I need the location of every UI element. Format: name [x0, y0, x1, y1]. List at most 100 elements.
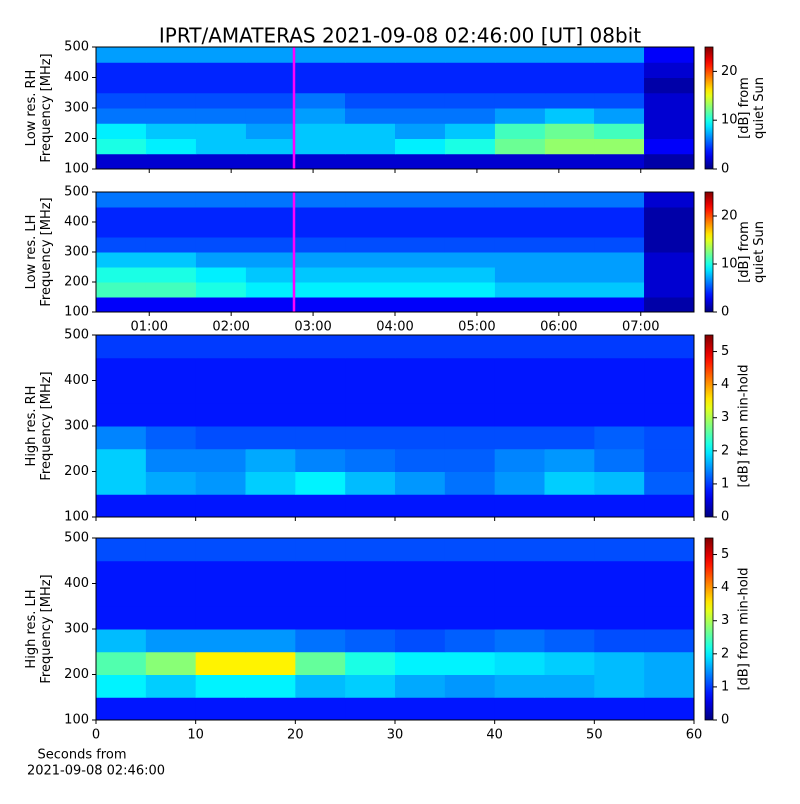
heatmap-cell: [295, 123, 346, 139]
heatmap-cell: [195, 335, 246, 359]
heatmap-cell: [494, 222, 546, 238]
heatmap-cell: [544, 380, 595, 404]
heatmap-cell: [544, 471, 595, 495]
heatmap-cell: [195, 192, 247, 208]
heatmap-cell: [644, 123, 695, 139]
heatmap-cell: [395, 297, 446, 313]
heatmap-cell: [345, 560, 396, 584]
heatmap-cell: [544, 267, 595, 283]
heatmap-cell: [245, 403, 296, 427]
colorbar-tick-label: 20: [721, 64, 738, 79]
heatmap-cell: [195, 282, 247, 298]
y-tick-label: 200: [64, 275, 89, 290]
heatmap-cell: [145, 357, 197, 381]
heatmap-cell: [494, 538, 545, 562]
heatmap-cell: [195, 403, 246, 427]
heatmap-cell: [594, 426, 645, 450]
heatmap-cell: [444, 123, 496, 139]
heatmap-cell: [544, 207, 595, 223]
heatmap-cell: [395, 560, 446, 584]
heatmap-cell: [395, 237, 446, 253]
heatmap-cell: [195, 426, 246, 450]
heatmap-cell: [145, 426, 197, 450]
heatmap-cell: [195, 123, 247, 139]
heatmap-cell: [594, 471, 645, 495]
heatmap-cell: [345, 77, 396, 94]
heatmap-cell: [195, 62, 247, 78]
heatmap-cell: [494, 426, 545, 450]
heatmap-cell: [444, 267, 496, 283]
heatmap-cell: [195, 674, 246, 698]
y-tick-label: 100: [64, 713, 89, 728]
heatmap-cell: [96, 357, 147, 381]
heatmap-cell: [295, 629, 346, 653]
y-tick-label: 200: [64, 131, 89, 146]
heatmap-cell: [145, 380, 197, 404]
heatmap-cell: [544, 560, 595, 584]
colorbar-tick-label: 4: [721, 580, 729, 595]
heatmap-cell: [395, 403, 446, 427]
heatmap-cell: [195, 606, 246, 630]
heatmap-cell: [444, 92, 496, 109]
heatmap-cell: [345, 538, 396, 562]
heatmap-cell: [295, 380, 346, 404]
heatmap-cell: [96, 426, 147, 450]
heatmap-cell: [345, 282, 396, 298]
heatmap-cell: [494, 674, 545, 698]
heatmap-cell: [594, 629, 645, 653]
x-tick-label: 05:00: [458, 320, 495, 335]
heatmap-cell: [345, 123, 396, 139]
heatmap-cell: [444, 252, 496, 268]
heatmap-cell: [195, 108, 247, 124]
y-tick-label: 300: [64, 245, 89, 260]
heatmap-cell: [295, 153, 346, 170]
heatmap-cell: [494, 297, 546, 313]
y-axis-label: Low res. RH: [24, 70, 39, 147]
heatmap-cell: [245, 538, 296, 562]
x-tick-label: 10: [187, 728, 204, 743]
heatmap-cell: [444, 138, 496, 155]
heatmap-cell: [145, 606, 197, 630]
heatmap-cell: [395, 606, 446, 630]
heatmap-cell: [594, 192, 645, 208]
heatmap-cell: [494, 192, 546, 208]
heatmap-cell: [494, 697, 545, 721]
heatmap-cell: [245, 267, 296, 283]
heatmap-cell: [594, 62, 645, 78]
heatmap-cell: [644, 426, 695, 450]
heatmap-cell: [644, 138, 695, 155]
y-axis-label: Low res. LH: [24, 215, 39, 290]
heatmap-cell: [494, 629, 545, 653]
heatmap-cell: [395, 629, 446, 653]
heatmap-cell: [644, 92, 695, 109]
heatmap-cell: [544, 222, 595, 238]
heatmap-cell: [295, 222, 346, 238]
heatmap-cell: [96, 77, 147, 94]
heatmap-cell: [444, 380, 496, 404]
x-tick-label: 30: [387, 728, 404, 743]
heatmap-cell: [544, 237, 595, 253]
heatmap-cell: [644, 494, 695, 518]
heatmap-cell: [544, 697, 595, 721]
heatmap-cell: [644, 237, 695, 253]
heatmap-cell: [195, 651, 246, 675]
heatmap-cell: [96, 267, 147, 283]
heatmap-cell: [195, 138, 247, 155]
heatmap-cell: [494, 92, 546, 109]
heatmap-cell: [345, 403, 396, 427]
heatmap-cell: [644, 471, 695, 495]
heatmap-cell: [96, 138, 147, 155]
heatmap-cell: [494, 252, 546, 268]
heatmap-cell: [494, 651, 545, 675]
heatmap-cell: [644, 108, 695, 124]
heatmap-cell: [544, 108, 595, 124]
heatmap-cell: [544, 403, 595, 427]
heatmap-cell: [195, 357, 246, 381]
y-tick-label: 500: [64, 531, 89, 546]
heatmap-cell: [395, 448, 446, 472]
colorbar-tick-label: 10: [721, 113, 738, 128]
heatmap-cell: [345, 237, 396, 253]
colorbar-tick-label: 5: [721, 547, 729, 562]
heatmap-cell: [195, 252, 247, 268]
